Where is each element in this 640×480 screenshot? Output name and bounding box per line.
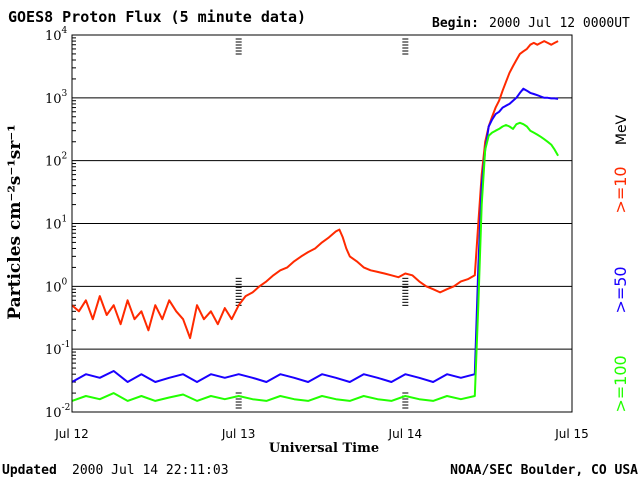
y-tick-exponent: 2	[62, 152, 68, 162]
updated-label: Updated	[2, 463, 57, 478]
legend-unit: MeV	[614, 114, 630, 145]
x-tick-label: Jul 12	[54, 427, 89, 441]
grid-lines	[72, 37, 572, 409]
y-tick-exponent: 1	[62, 215, 68, 225]
x-tick-label: Jul 14	[388, 427, 423, 441]
plot-frame	[71, 34, 573, 413]
y-tick-exponent: 4	[62, 26, 68, 36]
y-tick-exponent: 3	[62, 89, 68, 99]
x-tick-label: Jul 13	[221, 427, 256, 441]
y-tick-label: 101	[45, 215, 67, 233]
updated-value: 2000 Jul 14 22:11:03	[72, 463, 229, 478]
y-tick-label: 102	[45, 152, 67, 170]
credit-text: NOAA/SEC Boulder, CO USA	[450, 463, 638, 478]
begin-label: Begin:	[432, 16, 479, 31]
series-lines	[71, 40, 559, 402]
begin-value: 2000 Jul 12 0000UT	[489, 16, 630, 31]
y-tick-label: 100	[45, 277, 68, 295]
y-tick-label: 10-2	[45, 403, 70, 421]
y-tick-label: 104	[45, 26, 68, 44]
y-tick-exponent: -1	[62, 340, 71, 350]
y-tick-label: 10-1	[45, 340, 70, 358]
series-line-1	[71, 87, 559, 383]
y-tick-label: 103	[45, 89, 68, 107]
legend-ge100: >=100	[611, 355, 630, 412]
x-tick-label: Jul 15	[554, 427, 589, 441]
series-line-0	[71, 40, 559, 340]
chart-title: GOES8 Proton Flux (5 minute data)	[8, 8, 306, 26]
x-axis-label: Universal Time	[269, 441, 379, 456]
y-axis-label: Particles cm⁻²s⁻¹sr⁻¹	[5, 124, 25, 319]
legend-ge50: >=50	[611, 266, 630, 313]
y-tick-exponent: -2	[62, 403, 71, 413]
legend-ge10: >=10	[611, 166, 630, 213]
series-line-2	[71, 121, 559, 402]
y-tick-exponent: 0	[62, 277, 68, 287]
x-tick-labels: Jul 12 Jul 13 Jul 14 Jul 15	[54, 427, 589, 441]
